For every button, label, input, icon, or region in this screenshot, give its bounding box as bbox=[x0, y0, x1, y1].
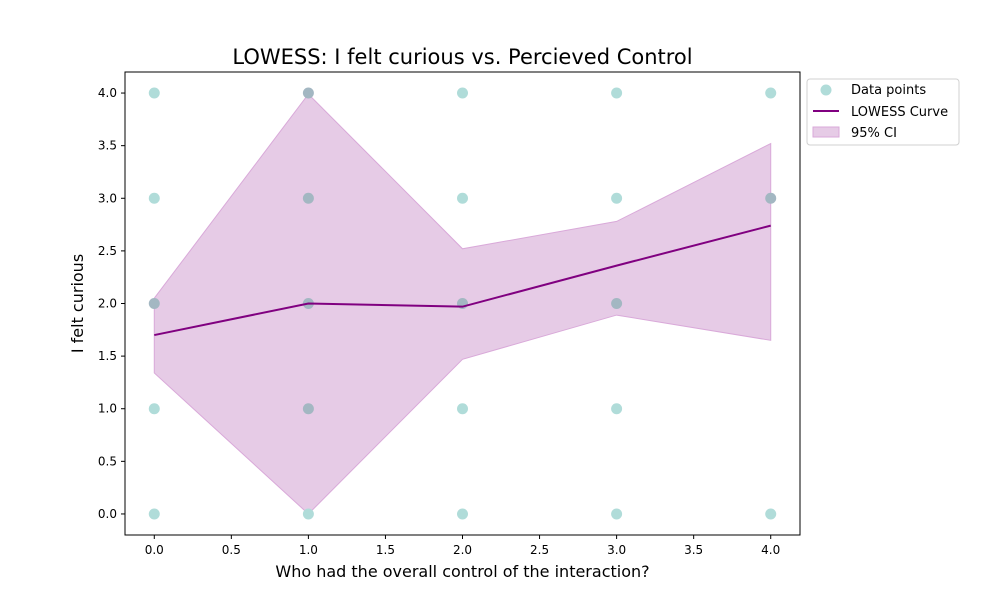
y-tick-label: 2.5 bbox=[98, 244, 117, 258]
data-point bbox=[457, 403, 468, 415]
x-tick-label: 0.0 bbox=[145, 543, 164, 557]
data-point bbox=[765, 87, 777, 99]
data-point bbox=[148, 298, 160, 309]
x-tick-label: 3.5 bbox=[684, 543, 703, 557]
y-tick-label: 1.5 bbox=[98, 349, 117, 363]
x-tick-label: 1.0 bbox=[299, 543, 318, 557]
x-tick-label: 1.5 bbox=[376, 543, 395, 557]
y-tick-label: 1.0 bbox=[98, 402, 117, 416]
data-point bbox=[765, 508, 777, 520]
lowess-curve bbox=[154, 224, 771, 337]
data-point bbox=[302, 403, 314, 415]
data-point bbox=[302, 87, 314, 99]
y-axis-label: I felt curious bbox=[68, 254, 87, 353]
y-tick-label: 3.5 bbox=[98, 139, 117, 153]
x-tick-label: 2.0 bbox=[453, 543, 472, 557]
x-tick-label: 2.5 bbox=[530, 543, 549, 557]
legend: Data points LOWESS Curve 95% CI bbox=[806, 78, 960, 146]
data-point bbox=[302, 192, 314, 204]
data-point bbox=[457, 87, 468, 99]
x-axis-label: Who had the overall control of the inter… bbox=[275, 562, 649, 581]
data-point bbox=[148, 508, 160, 520]
y-tick-label: 4.0 bbox=[98, 86, 117, 100]
x-axis-ticks: 0.0 0.5 1.0 1.5 2.0 2.5 3.0 3.5 4.0 bbox=[145, 535, 780, 557]
data-point bbox=[611, 192, 623, 204]
x-tick-label: 0.5 bbox=[222, 543, 241, 557]
legend-marker-points bbox=[820, 84, 832, 96]
legend-label-points: Data points bbox=[851, 83, 926, 98]
y-tick-label: 3.0 bbox=[98, 191, 117, 205]
data-point bbox=[148, 403, 160, 415]
x-tick-label: 3.0 bbox=[607, 543, 626, 557]
x-tick-label: 4.0 bbox=[761, 543, 780, 557]
legend-label-ci: 95% CI bbox=[851, 126, 897, 141]
lowess-line-layer bbox=[154, 224, 771, 337]
data-point bbox=[611, 403, 623, 415]
chart-title: LOWESS: I felt curious vs. Percieved Con… bbox=[232, 45, 692, 69]
data-point bbox=[302, 508, 314, 520]
legend-label-lowess: LOWESS Curve bbox=[851, 105, 948, 120]
data-point bbox=[611, 508, 623, 520]
legend-marker-ci bbox=[812, 126, 840, 138]
y-axis-ticks: 0.0 0.5 1.0 1.5 2.0 2.5 3.0 3.5 4.0 bbox=[98, 86, 125, 521]
y-tick-label: 2.0 bbox=[98, 297, 117, 311]
data-point bbox=[148, 192, 160, 204]
data-point bbox=[611, 298, 623, 309]
data-point bbox=[611, 87, 623, 99]
y-tick-label: 0.0 bbox=[98, 507, 117, 521]
data-point bbox=[765, 192, 777, 204]
data-point bbox=[457, 192, 468, 204]
data-point bbox=[457, 508, 468, 520]
y-tick-label: 0.5 bbox=[98, 454, 117, 468]
legend-box bbox=[806, 78, 960, 146]
data-point bbox=[148, 87, 160, 99]
